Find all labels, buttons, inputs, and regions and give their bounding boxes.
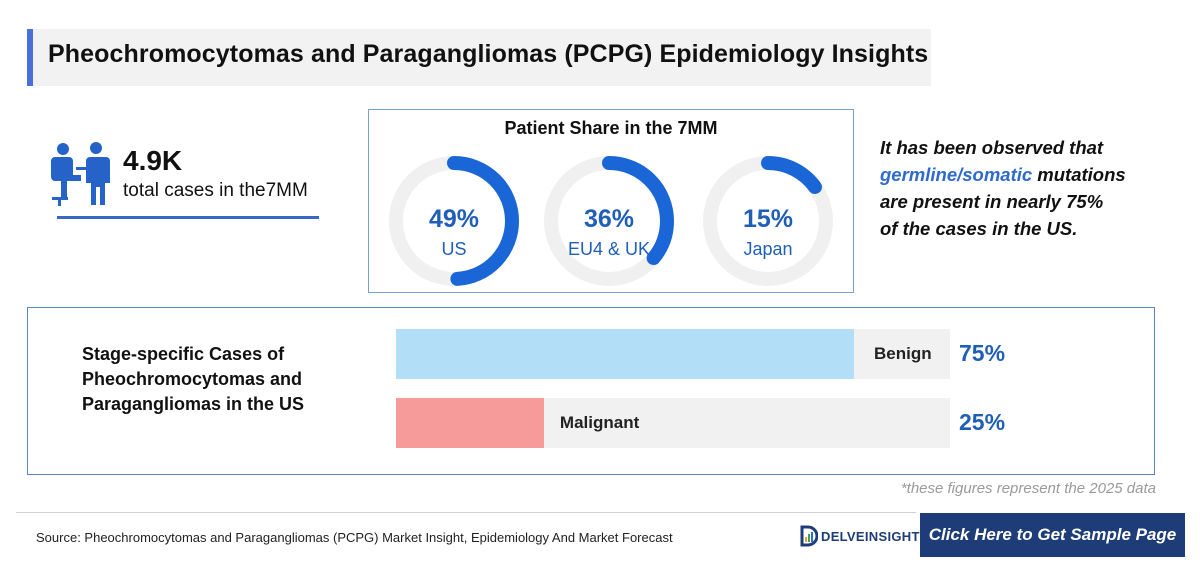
- bar-track: Benign: [396, 329, 950, 379]
- bar-track: Malignant: [396, 398, 950, 448]
- source-text: Source: Pheochromocytomas and Paragangli…: [36, 530, 673, 545]
- observation-line-3: are present in nearly 75%: [880, 191, 1104, 212]
- title-banner: Pheochromocytomas and Paragangliomas (PC…: [27, 29, 931, 86]
- observation-line-2-rest: mutations: [1032, 164, 1126, 185]
- donut-value-label: 15%: [743, 205, 793, 233]
- bar-category-label: Malignant: [559, 413, 640, 432]
- divider: [57, 216, 319, 219]
- bar-value-label: 75%: [959, 340, 1006, 366]
- data-year-note: *these figures represent the 2025 data: [900, 480, 1156, 497]
- observation-line-1: It has been observed that: [880, 137, 1104, 158]
- donut-value-label: 49%: [429, 205, 479, 233]
- observation-highlight: germline/somatic: [880, 164, 1033, 185]
- logo-text: DELVEINSIGHT: [821, 528, 920, 544]
- bar-category-label: Benign: [873, 344, 932, 363]
- observation-line-4: of the cases in the US.: [880, 218, 1078, 239]
- donut-category-label: US: [441, 239, 466, 259]
- patient-share-panel: Patient Share in the 7MM 49% US 36% EU4 & U…: [368, 109, 854, 293]
- donut-arc: [703, 156, 833, 286]
- total-cases-label: total cases in the7MM: [123, 180, 308, 201]
- donut-category-label: EU4 & UK: [568, 239, 650, 259]
- bar-value-label: 25%: [959, 409, 1006, 435]
- logo-icon: [800, 525, 818, 547]
- footer-divider: [16, 512, 916, 513]
- observation-line-2: germline/somatic mutations: [880, 161, 1180, 188]
- stage-title: Stage-specific Cases of Pheochromocytoma…: [82, 344, 305, 414]
- donut-arc: [389, 156, 519, 286]
- stage-specific-panel: Stage-specific Cases of Pheochromocytoma…: [27, 307, 1155, 475]
- patient-share-title: Patient Share in the 7MM: [504, 118, 718, 138]
- bar-fill-benign: [396, 329, 854, 379]
- mutation-observation: It has been observed that germline/somat…: [880, 134, 1180, 242]
- doctor-patient-icon: [51, 142, 110, 206]
- delveinsight-logo: DELVEINSIGHT: [800, 522, 920, 550]
- get-sample-page-button[interactable]: Click Here to Get Sample Page: [920, 513, 1185, 557]
- donut-value-label: 36%: [584, 205, 634, 233]
- donut-arc: [544, 156, 674, 286]
- total-cases-value: 4.9K: [123, 145, 183, 176]
- patient-share-donuts: 49% US 36% EU4 & UK 15% Japan: [389, 156, 833, 286]
- bar-fill-malignant: [396, 398, 544, 448]
- donut-category-label: Japan: [743, 239, 792, 259]
- page-title: Pheochromocytomas and Paragangliomas (PC…: [48, 40, 929, 68]
